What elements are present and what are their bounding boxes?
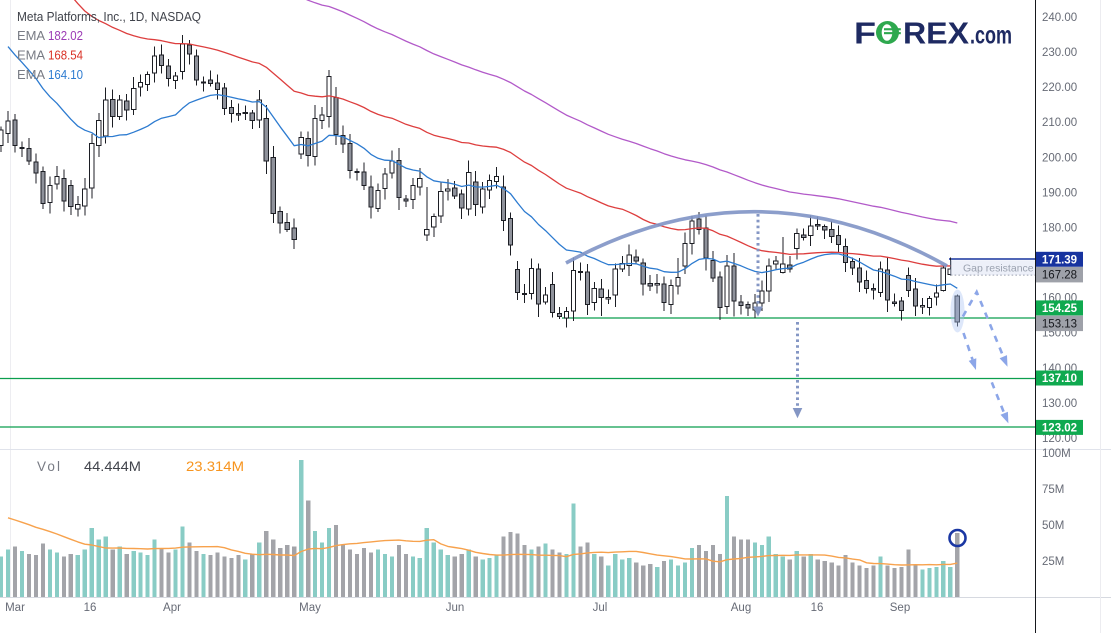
- svg-text:EMA: EMA: [17, 48, 45, 63]
- svg-text:EMA: EMA: [17, 28, 45, 43]
- svg-text:171.39: 171.39: [1042, 254, 1077, 266]
- svg-text:50M: 50M: [1042, 520, 1064, 532]
- svg-text:153.13: 153.13: [1042, 318, 1077, 330]
- svg-text:EMA: EMA: [17, 67, 45, 82]
- svg-text:REX: REX: [903, 16, 969, 51]
- svg-text:16: 16: [84, 602, 97, 614]
- svg-text:137.10: 137.10: [1042, 373, 1077, 385]
- svg-text:Vol: Vol: [37, 459, 60, 474]
- svg-text:Mar: Mar: [5, 602, 25, 614]
- svg-text:180.00: 180.00: [1042, 223, 1077, 235]
- svg-text:164.10: 164.10: [48, 67, 83, 82]
- svg-text:120.00: 120.00: [1042, 433, 1077, 445]
- svg-text:182.02: 182.02: [48, 28, 83, 43]
- svg-text:154.25: 154.25: [1042, 303, 1078, 315]
- svg-text:16: 16: [811, 602, 824, 614]
- svg-text:25M: 25M: [1042, 556, 1064, 568]
- svg-text:Sep: Sep: [890, 602, 910, 614]
- svg-text:May: May: [299, 602, 321, 614]
- svg-text:230.00: 230.00: [1042, 47, 1077, 59]
- svg-text:168.54: 168.54: [48, 48, 83, 63]
- svg-text:Meta Platforms, Inc., 1D, NASD: Meta Platforms, Inc., 1D, NASDAQ: [17, 9, 201, 24]
- svg-text:Jul: Jul: [593, 602, 608, 614]
- svg-text:Jun: Jun: [446, 602, 465, 614]
- svg-text:123.02: 123.02: [1042, 422, 1077, 434]
- svg-text:167.28: 167.28: [1042, 270, 1077, 282]
- svg-text:100M: 100M: [1042, 448, 1071, 460]
- svg-text:200.00: 200.00: [1042, 152, 1077, 164]
- svg-text:Apr: Apr: [163, 602, 181, 614]
- svg-text:240.00: 240.00: [1042, 12, 1077, 24]
- svg-text:F: F: [854, 16, 876, 51]
- svg-text:.com: .com: [970, 22, 1012, 50]
- svg-text:190.00: 190.00: [1042, 187, 1077, 199]
- svg-text:220.00: 220.00: [1042, 82, 1077, 94]
- svg-text:Gap resistance: Gap resistance: [963, 263, 1034, 275]
- svg-text:23.314M: 23.314M: [186, 459, 244, 474]
- svg-text:130.00: 130.00: [1042, 398, 1077, 410]
- svg-text:Aug: Aug: [731, 602, 751, 614]
- svg-text:44.444M: 44.444M: [84, 459, 141, 474]
- svg-text:210.00: 210.00: [1042, 117, 1077, 129]
- svg-text:75M: 75M: [1042, 484, 1064, 496]
